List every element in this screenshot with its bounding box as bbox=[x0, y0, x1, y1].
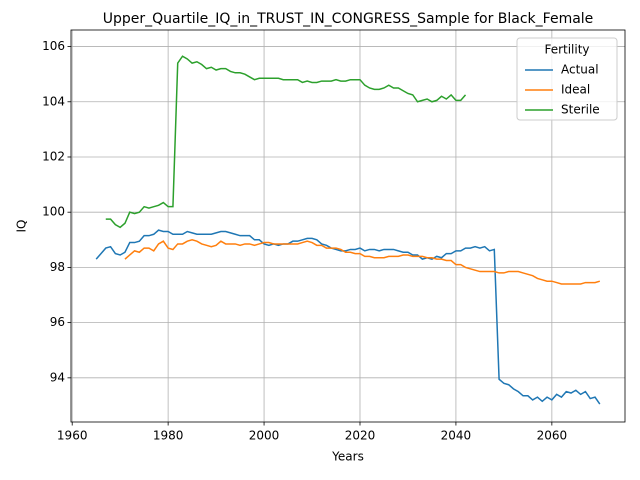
y-axis-label: IQ bbox=[15, 220, 29, 233]
y-tick-label: 94 bbox=[50, 370, 65, 384]
y-tick-label: 96 bbox=[50, 315, 65, 329]
y-tick-label: 98 bbox=[50, 260, 65, 274]
y-tick-label: 100 bbox=[42, 205, 65, 219]
legend-box bbox=[516, 37, 618, 121]
line-series bbox=[95, 229, 601, 405]
legend-label: Ideal bbox=[561, 83, 590, 97]
x-tick-label: 2020 bbox=[345, 429, 376, 443]
x-tick-label: 1960 bbox=[57, 429, 88, 443]
legend-label: Sterile bbox=[561, 103, 600, 117]
y-tick-label: 106 bbox=[42, 39, 65, 53]
x-tick-label: 1980 bbox=[153, 429, 184, 443]
y-tick-label: 104 bbox=[42, 94, 65, 108]
x-axis-label: Years bbox=[331, 450, 364, 464]
legend-title: Fertility bbox=[544, 43, 589, 57]
plot-frame bbox=[70, 29, 626, 423]
y-tick-label: 102 bbox=[42, 149, 65, 163]
legend-label: Actual bbox=[561, 63, 599, 77]
x-tick-label: 2060 bbox=[537, 429, 568, 443]
x-tick-label: 2000 bbox=[249, 429, 280, 443]
x-tick-label: 2040 bbox=[441, 429, 472, 443]
line-series bbox=[124, 239, 601, 285]
chart-title: Upper_Quartile_IQ_in_TRUST_IN_CONGRESS_S… bbox=[103, 11, 594, 27]
line-series bbox=[105, 55, 467, 229]
